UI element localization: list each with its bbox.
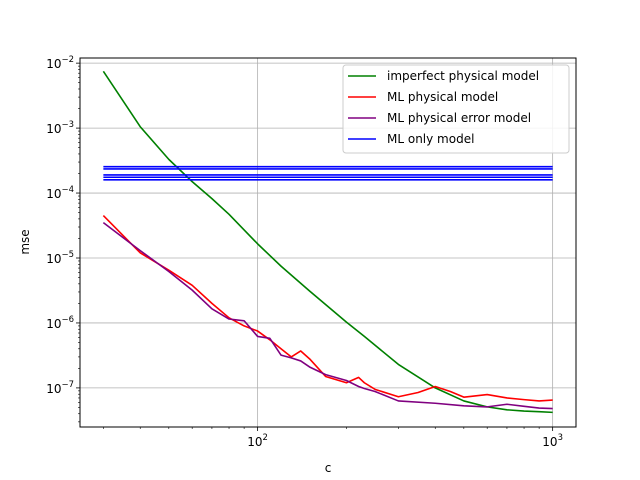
ticks: 102 103 10−7 10−6 10−5 10−4 10−3 10−2 <box>46 55 563 449</box>
legend-box <box>342 64 570 154</box>
y-tick-label: 10−4 <box>46 185 74 201</box>
y-tick-label: 10−7 <box>46 380 74 396</box>
series-line-3 <box>102 222 553 410</box>
series-group <box>102 70 553 414</box>
x-tick-label: 102 <box>247 433 268 449</box>
series-line-2 <box>102 215 553 402</box>
legend-label: ML only model <box>387 132 474 146</box>
legend-label: imperfect physical model <box>387 69 539 83</box>
legend-label: ML physical model <box>387 90 498 104</box>
series-line-1 <box>102 70 553 414</box>
axes-frame <box>79 57 577 428</box>
y-tick-label: 10−6 <box>46 315 74 331</box>
x-axis-label: c <box>325 461 332 475</box>
legend-label: ML physical error model <box>387 111 531 125</box>
y-axis-label: mse <box>18 229 32 254</box>
legend: imperfect physical model ML physical mode… <box>342 64 570 154</box>
y-tick-label: 10−3 <box>46 120 74 136</box>
plot-area <box>102 70 553 414</box>
y-tick-label: 10−2 <box>46 55 74 71</box>
y-tick-label: 10−5 <box>46 250 74 266</box>
x-tick-label: 103 <box>542 433 563 449</box>
